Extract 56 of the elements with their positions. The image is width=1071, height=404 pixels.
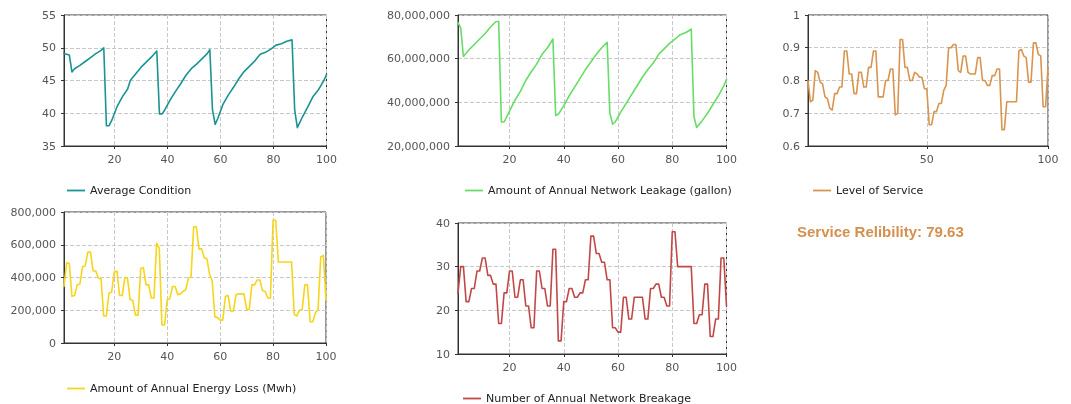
y-tick-label: 50: [42, 41, 56, 55]
y-tick-label: 800,000: [10, 205, 56, 219]
x-tick-label: 100: [315, 350, 337, 363]
y-tick-label: 80,000,000: [387, 8, 450, 22]
legend-label: Amount of Annual Network Leakage (gallon): [488, 184, 732, 197]
legend-label: Level of Service: [836, 184, 924, 197]
y-tick-label: 40,000,000: [387, 95, 450, 109]
x-tick-label: 80: [665, 153, 680, 166]
x-tick-label: 100: [716, 153, 737, 166]
x-tick-label: 60: [213, 350, 228, 363]
y-tick-label: 0.9: [782, 41, 800, 55]
y-tick-label: 200,000: [10, 303, 56, 317]
y-tick-label: 0: [49, 336, 56, 350]
y-tick-label: 1: [793, 8, 800, 22]
y-tick-label: 20: [436, 303, 450, 317]
legend-label: Average Condition: [90, 184, 192, 197]
y-tick-label: 40: [436, 216, 450, 230]
text: Service Relibility: 79.63: [797, 223, 964, 240]
y-tick-label: 600,000: [10, 238, 56, 252]
x-tick-label: 60: [213, 153, 228, 166]
line-series: [457, 230, 728, 342]
x-tick-label: 40: [556, 361, 571, 374]
x-tick-label: 60: [611, 361, 626, 374]
line-series: [807, 38, 1049, 131]
y-tick-label: 40: [42, 106, 56, 120]
x-tick-label: 40: [556, 153, 571, 166]
x-tick-label: 80: [665, 361, 680, 374]
x-tick-label: 20: [502, 153, 517, 166]
y-tick-label: 30: [436, 260, 450, 274]
line-series: [457, 20, 728, 129]
x-tick-label: 80: [266, 350, 281, 363]
x-tick-label: 80: [266, 153, 281, 166]
y-tick-label: 0.8: [782, 74, 800, 87]
y-tick-label: 55: [42, 8, 56, 22]
legend-label: Amount of Annual Energy Loss (Mwh): [90, 382, 297, 395]
x-tick-label: 100: [316, 153, 337, 166]
line-series: [63, 219, 327, 326]
x-tick-label: 60: [611, 153, 626, 166]
y-tick-label: 60,000,000: [387, 52, 450, 66]
x-tick-label: 100: [716, 361, 737, 374]
x-tick-label: 100: [1037, 153, 1059, 166]
y-tick-label: 0.7: [782, 106, 800, 120]
line-series: [63, 39, 328, 129]
y-tick-label: 10: [436, 347, 450, 361]
x-tick-label: 20: [502, 361, 517, 374]
y-tick-label: 45: [42, 74, 56, 87]
x-tick-label: 40: [160, 153, 175, 166]
y-tick-label: 0.6: [782, 139, 800, 153]
x-tick-label: 50: [919, 153, 934, 166]
x-tick-label: 20: [107, 350, 122, 363]
x-tick-label: 40: [160, 350, 175, 363]
y-tick-label: 400,000: [10, 271, 56, 284]
y-tick-label: 20,000,000: [387, 139, 450, 153]
legend-label: Number of Annual Network Breakage: [486, 392, 692, 404]
y-tick-label: 35: [42, 139, 56, 153]
x-tick-label: 20: [107, 153, 122, 166]
